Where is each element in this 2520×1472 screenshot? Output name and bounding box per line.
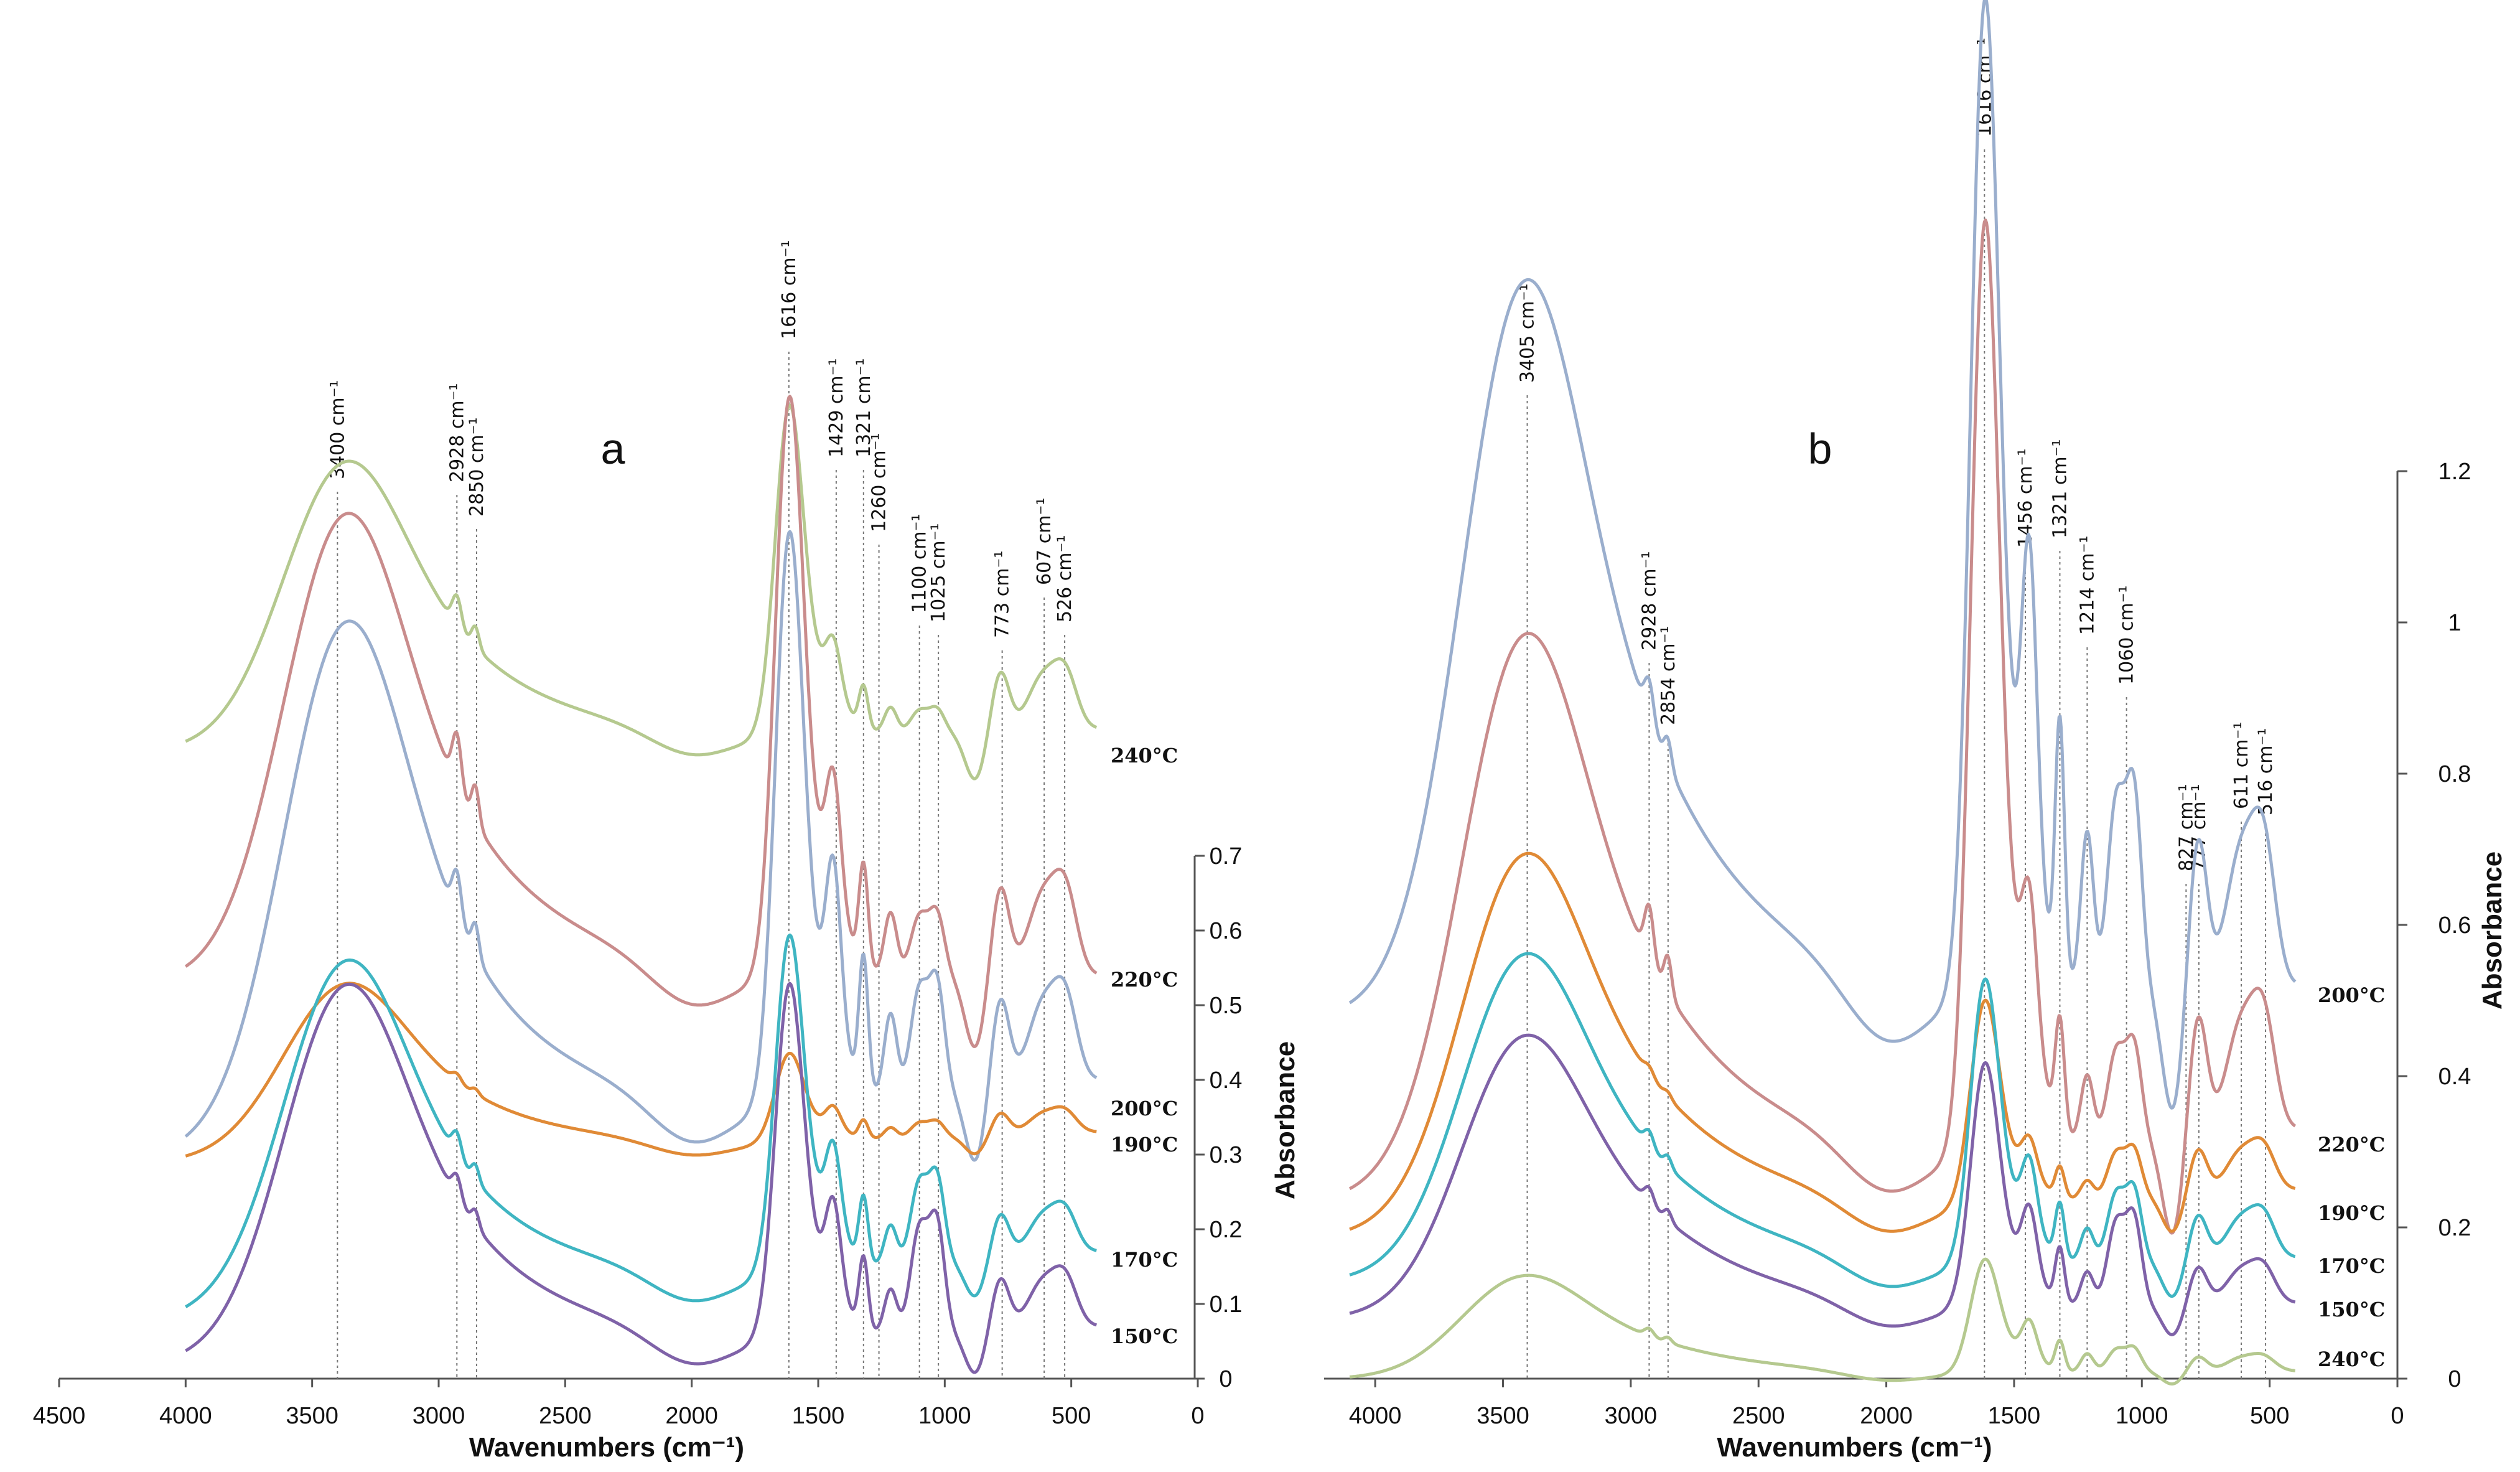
y-tick-label: 0.3 bbox=[1210, 1142, 1243, 1168]
series-line bbox=[185, 933, 1098, 1308]
y-tick-label: 0.4 bbox=[1210, 1067, 1243, 1094]
series-label: 190°C bbox=[2318, 1201, 2385, 1225]
peak-label: 1025 cm⁻¹ bbox=[928, 523, 950, 622]
series-label: 220°C bbox=[1111, 968, 1178, 991]
series-line bbox=[1349, 851, 2296, 1233]
y-tick-label: 0 bbox=[2448, 1366, 2461, 1392]
x-tick-label: 2500 bbox=[539, 1403, 592, 1429]
series-label: 200°C bbox=[2318, 983, 2385, 1007]
series-line bbox=[184, 530, 1098, 1162]
peak-label: 3405 cm⁻¹ bbox=[1517, 284, 1539, 383]
x-tick-label: 3000 bbox=[413, 1403, 465, 1429]
series-line bbox=[1349, 952, 2296, 1298]
x-tick-label: 2000 bbox=[1860, 1403, 1913, 1429]
panel-letter: a bbox=[601, 424, 625, 473]
peak-label: 516 cm⁻¹ bbox=[2255, 728, 2277, 815]
peak-label: 607 cm⁻¹ bbox=[1034, 498, 1055, 585]
panel-b: 4000 3500 3000 2500 2000 1500 1000 500 0 Wavenumb… bbox=[1324, 0, 2508, 1463]
x-tick-label: 4000 bbox=[1349, 1403, 1402, 1429]
y-tick-label: 0.7 bbox=[1210, 843, 1243, 870]
y-tick-label: 0 bbox=[1219, 1366, 1232, 1392]
peak-label: 1321 cm⁻¹ bbox=[853, 359, 875, 457]
y-tick-label: 0.2 bbox=[1210, 1217, 1243, 1243]
y-tick-label: 0.5 bbox=[1210, 993, 1243, 1019]
y-tick-label: 0.1 bbox=[1210, 1292, 1243, 1318]
y-tick-label: 0.4 bbox=[2438, 1064, 2471, 1090]
series-label: 170°C bbox=[1111, 1248, 1178, 1272]
peak-label: 2928 cm⁻¹ bbox=[446, 383, 468, 482]
x-tick-label: 4000 bbox=[159, 1403, 212, 1429]
series-line bbox=[185, 403, 1098, 781]
x-tick-label: 4500 bbox=[33, 1403, 86, 1429]
x-tick-label: 500 bbox=[2250, 1403, 2289, 1429]
peak-label: 1100 cm⁻¹ bbox=[909, 514, 931, 613]
series-label: 150°C bbox=[1111, 1324, 1178, 1348]
series-label: 170°C bbox=[2318, 1254, 2385, 1278]
series-label: 150°C bbox=[2318, 1298, 2385, 1321]
x-tick-label: 1500 bbox=[1988, 1403, 2041, 1429]
y-tick-label: 0.8 bbox=[2438, 761, 2471, 787]
series-line bbox=[184, 395, 1098, 1048]
x-tick-label: 2500 bbox=[1732, 1403, 1785, 1429]
y-axis-title: Absorbance bbox=[1270, 1041, 1300, 1199]
series-label: 240°C bbox=[1111, 744, 1178, 767]
y-axis-title: Absorbance bbox=[2477, 851, 2508, 1010]
y-tick-label: 1 bbox=[2448, 610, 2461, 636]
x-tick-label: 1000 bbox=[918, 1403, 971, 1429]
peak-label: 526 cm⁻¹ bbox=[1054, 535, 1076, 622]
peak-label: 2850 cm⁻¹ bbox=[466, 418, 488, 517]
peak-label: 1429 cm⁻¹ bbox=[826, 359, 847, 457]
peak-label: 1321 cm⁻¹ bbox=[2049, 439, 2071, 538]
series-label: 190°C bbox=[1111, 1133, 1178, 1156]
x-axis-title: Wavenumbers (cm⁻¹) bbox=[469, 1432, 744, 1463]
peak-label: 2928 cm⁻¹ bbox=[1638, 551, 1660, 650]
panel-a: 4500 4000 3500 3000 2500 2000 1500 1000 500 0 Wave… bbox=[33, 240, 1300, 1463]
y-tick-label: 0.6 bbox=[2438, 912, 2471, 939]
x-tick-label: 0 bbox=[2391, 1403, 2404, 1429]
series-line bbox=[185, 982, 1098, 1374]
x-axis-title: Wavenumbers (cm⁻¹) bbox=[1717, 1432, 1992, 1463]
peak-label: 1060 cm⁻¹ bbox=[2116, 586, 2138, 685]
y-tick-label: 0.2 bbox=[2438, 1215, 2471, 1241]
series-label: 200°C bbox=[1111, 1097, 1178, 1120]
peak-label: 777 cm⁻¹ bbox=[2188, 784, 2210, 871]
x-tick-label: 500 bbox=[1052, 1403, 1091, 1429]
x-tick-label: 0 bbox=[1191, 1403, 1204, 1429]
peak-label: 773 cm⁻¹ bbox=[992, 551, 1014, 638]
x-tick-label: 3500 bbox=[1477, 1403, 1529, 1429]
series-line bbox=[1349, 1033, 2296, 1336]
series-line bbox=[1348, 218, 2297, 1235]
x-tick-label: 2000 bbox=[665, 1403, 718, 1429]
series-line bbox=[1349, 1257, 2296, 1385]
x-tick-label: 3000 bbox=[1605, 1403, 1658, 1429]
series-line bbox=[1348, 0, 2297, 1110]
y-tick-label: 0.6 bbox=[1210, 918, 1243, 944]
panel-letter: b bbox=[1808, 424, 1832, 473]
peak-label: 611 cm⁻¹ bbox=[2231, 722, 2252, 809]
series-label: 220°C bbox=[2318, 1133, 2385, 1156]
y-tick-label: 1.2 bbox=[2438, 459, 2471, 485]
x-tick-label: 1000 bbox=[2116, 1403, 2168, 1429]
peak-label: 1616 cm⁻¹ bbox=[778, 240, 800, 339]
peak-label: 1456 cm⁻¹ bbox=[2015, 449, 2037, 548]
x-tick-label: 1500 bbox=[792, 1403, 845, 1429]
x-tick-label: 3500 bbox=[286, 1403, 338, 1429]
series-line bbox=[185, 982, 1098, 1158]
peak-label: 2854 cm⁻¹ bbox=[1658, 626, 1679, 725]
peak-label: 1260 cm⁻¹ bbox=[869, 433, 890, 532]
peak-label: 1214 cm⁻¹ bbox=[2076, 536, 2098, 635]
series-label: 240°C bbox=[2318, 1348, 2385, 1371]
